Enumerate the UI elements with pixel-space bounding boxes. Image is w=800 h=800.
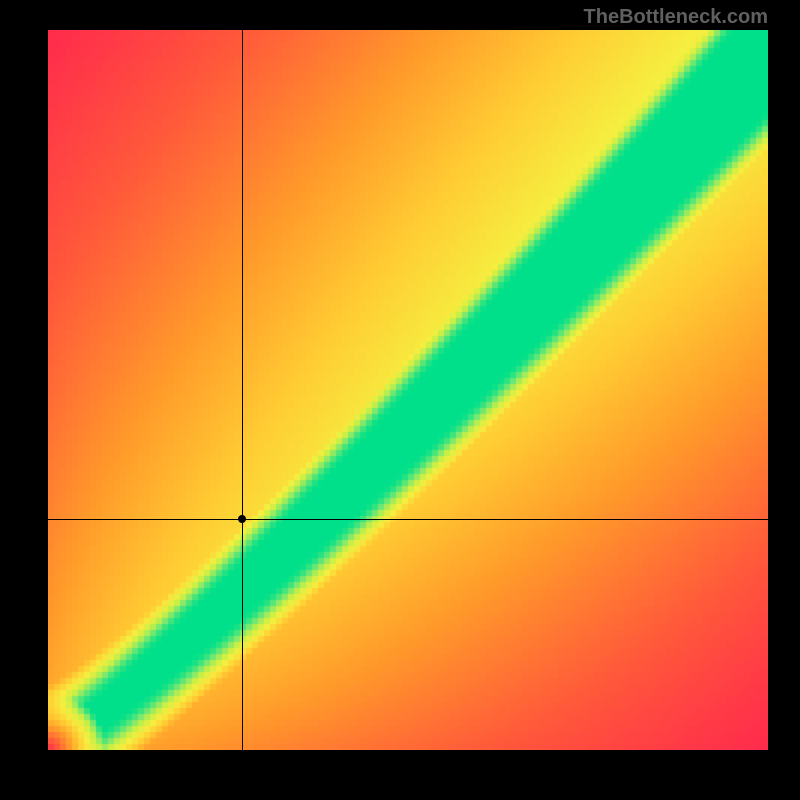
heatmap-plot	[48, 30, 768, 750]
crosshair-vertical	[242, 30, 243, 750]
crosshair-marker-dot	[238, 515, 246, 523]
crosshair-horizontal	[48, 519, 768, 520]
watermark-text: TheBottleneck.com	[584, 6, 768, 29]
heatmap-canvas	[48, 30, 768, 750]
